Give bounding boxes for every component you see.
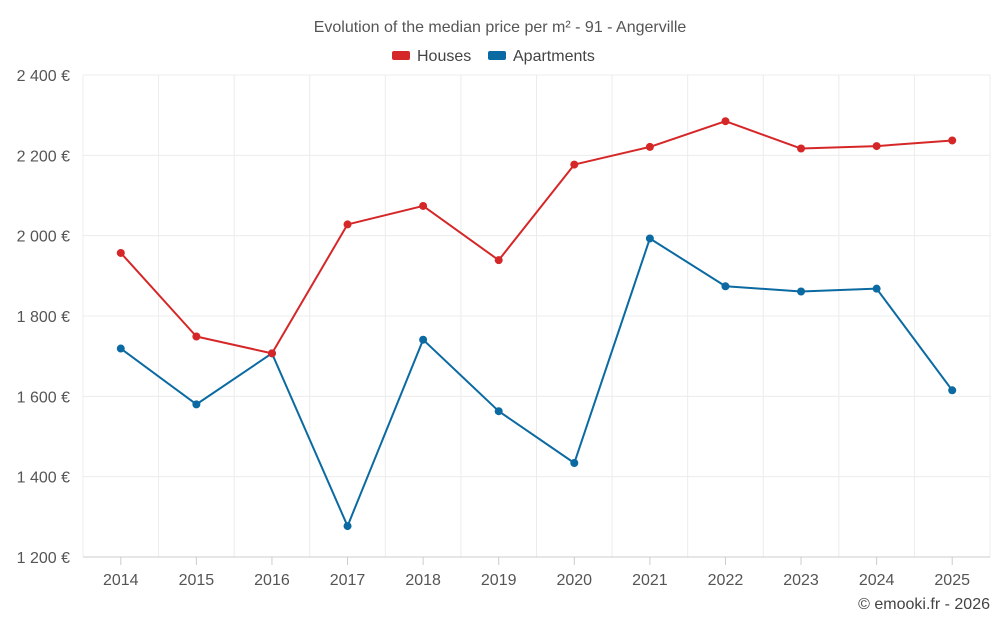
series-group	[116, 117, 957, 531]
y-tick-label: 2 400 €	[17, 68, 70, 85]
x-tick-label: 2023	[783, 572, 819, 589]
data-point-apartments[interactable]	[948, 386, 957, 395]
x-axis: 2014 2015 2016 2017 2018 2019 2020 2021 2022 2023…	[83, 556, 990, 589]
data-point-houses[interactable]	[872, 142, 881, 151]
data-point-apartments[interactable]	[116, 344, 125, 353]
data-point-apartments[interactable]	[419, 335, 428, 344]
data-point-houses[interactable]	[494, 256, 503, 265]
legend-label-houses[interactable]: Houses	[417, 48, 471, 65]
x-tick-label: 2025	[934, 572, 970, 589]
data-point-houses[interactable]	[570, 160, 579, 169]
x-tick-label: 2019	[481, 572, 517, 589]
series-line-houses	[120, 120, 953, 355]
data-point-apartments[interactable]	[872, 284, 881, 293]
data-point-houses[interactable]	[343, 220, 352, 229]
data-point-apartments[interactable]	[192, 400, 201, 409]
data-point-apartments[interactable]	[797, 287, 806, 296]
data-point-houses[interactable]	[948, 136, 957, 145]
x-tick-label: 2024	[859, 572, 895, 589]
y-tick-label: 1 600 €	[17, 389, 70, 406]
y-tick-label: 1 800 €	[17, 309, 70, 326]
data-point-houses[interactable]	[116, 248, 125, 257]
data-point-houses[interactable]	[645, 142, 654, 151]
data-point-houses[interactable]	[419, 201, 428, 210]
data-point-houses[interactable]	[797, 144, 806, 153]
grid	[82, 74, 991, 557]
series-line-apartments	[120, 237, 954, 528]
x-tick-label: 2017	[330, 572, 366, 589]
data-point-apartments[interactable]	[343, 522, 352, 531]
data-point-houses[interactable]	[192, 332, 201, 341]
data-point-apartments[interactable]	[645, 234, 654, 243]
x-tick-label: 2016	[254, 572, 290, 589]
x-tick-label: 2021	[632, 572, 668, 589]
x-tick-label: 2022	[708, 572, 744, 589]
data-point-apartments[interactable]	[494, 407, 503, 416]
data-point-houses[interactable]	[267, 349, 276, 358]
legend-label-apartments[interactable]: Apartments	[513, 48, 595, 65]
y-tick-label: 2 000 €	[17, 229, 70, 246]
x-tick-label: 2014	[103, 572, 139, 589]
data-point-houses[interactable]	[721, 117, 730, 126]
chart-title: Evolution of the median price per m² - 9…	[314, 19, 687, 36]
y-axis: 1 200 € 1 400 € 1 600 € 1 800 € 2 000 € 2 200…	[17, 68, 70, 567]
y-tick-label: 1 200 €	[17, 550, 70, 567]
data-point-apartments[interactable]	[721, 282, 730, 291]
y-tick-label: 1 400 €	[17, 470, 70, 487]
x-tick-label: 2018	[405, 572, 441, 589]
legend-swatch-apartments	[488, 51, 506, 60]
x-tick-label: 2020	[556, 572, 592, 589]
legend-swatch-houses	[392, 51, 410, 60]
x-tick-label: 2015	[179, 572, 215, 589]
data-point-apartments[interactable]	[570, 459, 579, 468]
credit-text: © emooki.fr - 2026	[858, 596, 990, 613]
y-tick-label: 2 200 €	[17, 148, 70, 165]
legend: Houses Apartments	[392, 48, 595, 65]
